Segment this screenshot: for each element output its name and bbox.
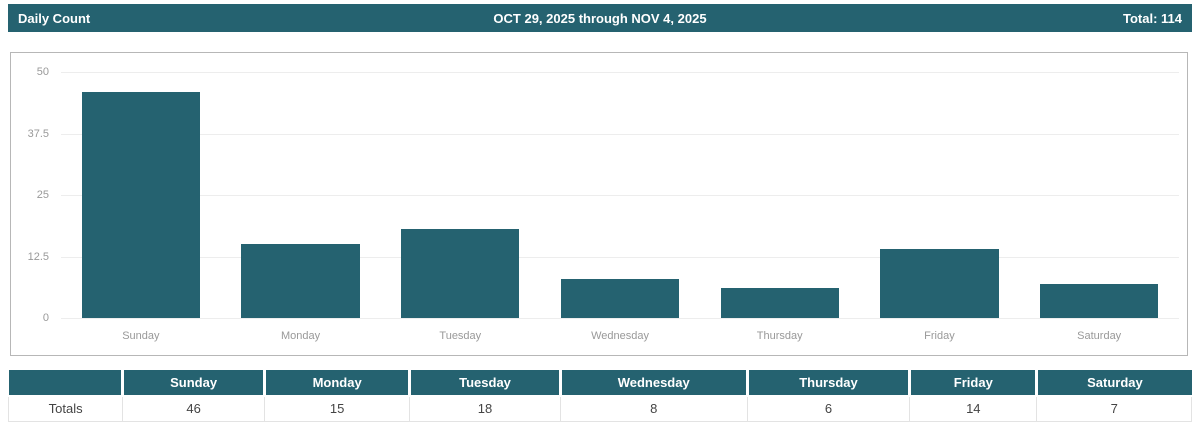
header-bar: Daily Count OCT 29, 2025 through NOV 4, … [8, 4, 1192, 32]
bar-slot-sunday [61, 72, 221, 318]
table-row: Totals 46 15 18 8 6 14 7 [7, 395, 1192, 422]
x-label-sunday: Sunday [122, 330, 160, 342]
bar-thursday[interactable] [720, 288, 839, 318]
x-label-thursday: Thursday [756, 330, 803, 342]
bar-series [61, 72, 1179, 318]
y-tick-label: 50 [36, 66, 49, 78]
y-tick-label: 25 [36, 189, 49, 201]
totals-row-label: Totals [7, 395, 124, 422]
totals-cell-tuesday: 18 [409, 395, 561, 422]
totals-table: Sunday Monday Tuesday Wednesday Thursday… [7, 370, 1192, 422]
page-title: Daily Count [18, 10, 91, 26]
x-label-monday: Monday [281, 330, 321, 342]
table-header-row: Sunday Monday Tuesday Wednesday Thursday… [8, 370, 1192, 397]
bar-sunday[interactable] [81, 91, 200, 318]
gridline [61, 72, 1179, 73]
chart-panel: 50 37.5 25 12.5 0 [10, 52, 1188, 356]
totals-cell-friday: 14 [909, 395, 1038, 422]
totals-cell-thursday: 6 [746, 395, 911, 422]
x-axis: Sunday Monday Tuesday Wednesday Thursday… [61, 318, 1179, 348]
table-header-sunday: Sunday [121, 370, 265, 397]
gridline [61, 195, 1179, 196]
table-header-saturday: Saturday [1035, 370, 1192, 397]
totals-cell-wednesday: 8 [559, 395, 748, 422]
table-header-friday: Friday [908, 370, 1037, 397]
totals-cell-saturday: 7 [1036, 395, 1192, 422]
totals-cell-monday: 15 [263, 395, 411, 422]
date-range-label: OCT 29, 2025 through NOV 4, 2025 [493, 10, 707, 26]
x-label-tuesday: Tuesday [439, 330, 482, 342]
x-label-friday: Friday [924, 330, 955, 342]
y-axis: 50 37.5 25 12.5 0 [13, 66, 61, 324]
bar-slot-wednesday [540, 72, 700, 318]
bar-slot-monday [221, 72, 381, 318]
gridline [61, 256, 1179, 258]
bar-friday[interactable] [880, 249, 999, 318]
table-header-tuesday: Tuesday [408, 370, 561, 397]
bar-saturday[interactable] [1040, 283, 1159, 318]
table-corner-cell [8, 370, 123, 397]
y-tick-label: 12.5 [27, 250, 49, 263]
bar-tuesday[interactable] [401, 229, 520, 318]
bar-slot-tuesday [380, 72, 540, 318]
table-header-thursday: Thursday [745, 370, 910, 397]
gridline [61, 133, 1179, 135]
y-tick-label: 0 [42, 312, 49, 324]
gridline [61, 318, 1179, 319]
bar-monday[interactable] [241, 244, 360, 318]
bar-slot-friday [860, 72, 1020, 318]
totals-cell-sunday: 46 [122, 395, 265, 422]
x-label-wednesday: Wednesday [591, 330, 649, 342]
table-header-monday: Monday [262, 370, 410, 397]
bar-slot-saturday [1019, 72, 1179, 318]
bar-slot-thursday [700, 72, 860, 318]
plot-area [61, 72, 1181, 319]
table-header-wednesday: Wednesday [558, 370, 748, 397]
x-label-saturday: Saturday [1077, 330, 1122, 342]
y-tick-label: 37.5 [27, 127, 49, 140]
bar-wednesday[interactable] [560, 278, 680, 318]
total-badge: Total: 114 [1122, 10, 1182, 26]
